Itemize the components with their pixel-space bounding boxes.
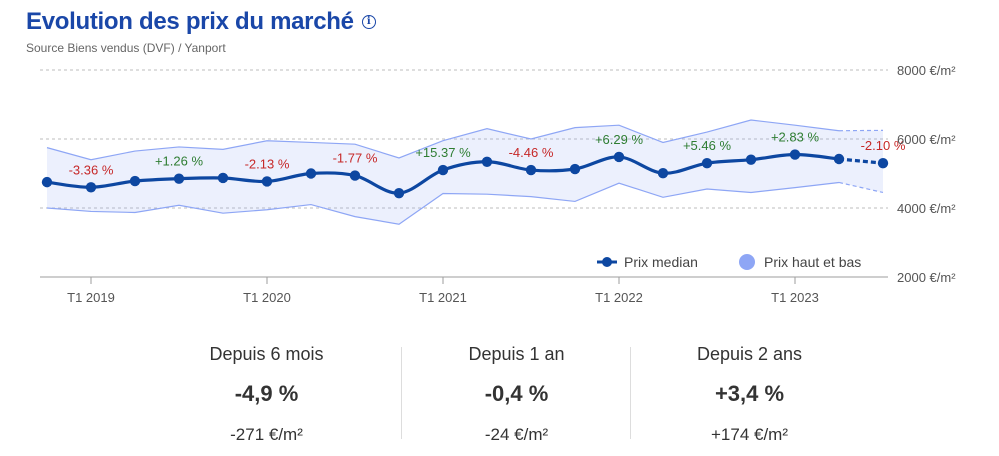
x-tick-label: T1 2023 [771,290,819,305]
median-point [569,163,581,175]
change-label: +5.46 % [683,138,732,153]
median-point [525,164,537,176]
median-point [833,153,845,165]
stat-6-months: Depuis 6 mois -4,9 % -271 €/m² [150,335,383,445]
median-point [217,172,229,184]
median-point [701,157,713,169]
change-label: -4.46 % [509,145,554,160]
stat-percent: -0,4 % [484,381,549,406]
median-point [85,182,97,193]
price-chart: -3.36 % +1.26 % -2.13 % -1.77 % +15.37 % -4.4… [40,63,956,305]
stat-label: Depuis 1 an [468,344,565,364]
source-label: Source Biens vendus (DVF) / Yanport [26,41,226,55]
stat-absolute: -271 €/m² [230,425,303,444]
stat-label: Depuis 2 ans [696,344,803,364]
low-price-line [46,181,840,225]
legend-median-marker [602,257,612,267]
stat-absolute: +174 €/m² [710,425,788,444]
stat-2-years: Depuis 2 ans +3,4 % +174 €/m² [633,335,866,445]
median-point [789,149,801,160]
stats-panel: Depuis 6 mois -4,9 % -271 €/m² Depuis 1 … [150,335,850,445]
change-label: +1.26 % [155,154,204,169]
change-label: -3.36 % [69,162,114,177]
median-point [481,156,493,167]
median-point [41,176,53,188]
median-point [877,157,889,169]
change-label: -2.10 % [861,138,906,153]
price-band-area [47,120,883,225]
median-point [173,173,185,184]
y-tick-label: 8000 €/m² [897,63,956,78]
x-tick-label: T1 2019 [67,290,115,305]
x-tick-label: T1 2022 [595,290,643,305]
annotation-layer: -3.36 % +1.26 % -2.13 % -1.77 % +15.37 % -4.4… [69,130,906,178]
median-point [129,175,141,187]
grid-layer [40,69,888,278]
legend-band-marker [739,254,755,270]
median-point [437,164,449,176]
x-tick-label: T1 2021 [419,290,467,305]
change-label: +6.29 % [595,132,644,147]
stat-divider [401,347,402,439]
y-tick-label: 6000 €/m² [897,132,956,147]
stat-label: Depuis 6 mois [209,344,324,364]
info-icon[interactable]: i [361,15,376,29]
change-label: -1.77 % [333,151,378,166]
low-price-forecast [838,181,884,194]
median-point [393,187,405,199]
change-label: +15.37 % [415,145,471,160]
change-label: -2.13 % [245,156,290,171]
median-line-layer [41,149,889,199]
stat-divider [630,347,631,439]
change-label: +2.83 % [771,130,820,145]
page-title: Evolution des prix du marché i [26,8,376,36]
legend-band-label: Prix haut et bas [764,254,861,270]
median-point [613,151,625,163]
median-point [349,170,361,181]
stat-1-year: Depuis 1 an -0,4 % -24 €/m² [400,335,633,445]
axis-layer: 8000 €/m² 6000 €/m² 4000 €/m² 2000 €/m² T1 2… [67,63,956,305]
median-point [261,176,273,187]
y-tick-label: 2000 €/m² [897,270,956,285]
median-point [657,167,669,179]
median-price-forecast [838,157,884,165]
y-tick-label: 4000 €/m² [897,201,956,216]
median-point [305,168,317,179]
legend: Prix median Prix haut et bas [597,254,861,270]
stat-percent: -4,9 % [234,381,299,406]
median-point [745,154,757,165]
x-tick-label: T1 2020 [243,290,291,305]
high-price-line [46,119,840,161]
stat-percent: +3,4 % [714,381,785,406]
price-band-layer [46,119,884,225]
title-text: Evolution des prix du marché [26,8,354,35]
stat-absolute: -24 €/m² [484,425,549,444]
legend-median-label: Prix median [624,254,698,270]
